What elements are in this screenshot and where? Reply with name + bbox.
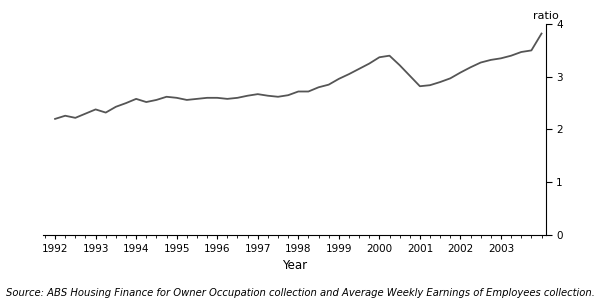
- X-axis label: Year: Year: [282, 259, 306, 272]
- Text: Source: ABS Housing Finance for Owner Occupation collection and Average Weekly E: Source: ABS Housing Finance for Owner Oc…: [6, 288, 595, 298]
- Y-axis label: ratio: ratio: [533, 11, 558, 21]
